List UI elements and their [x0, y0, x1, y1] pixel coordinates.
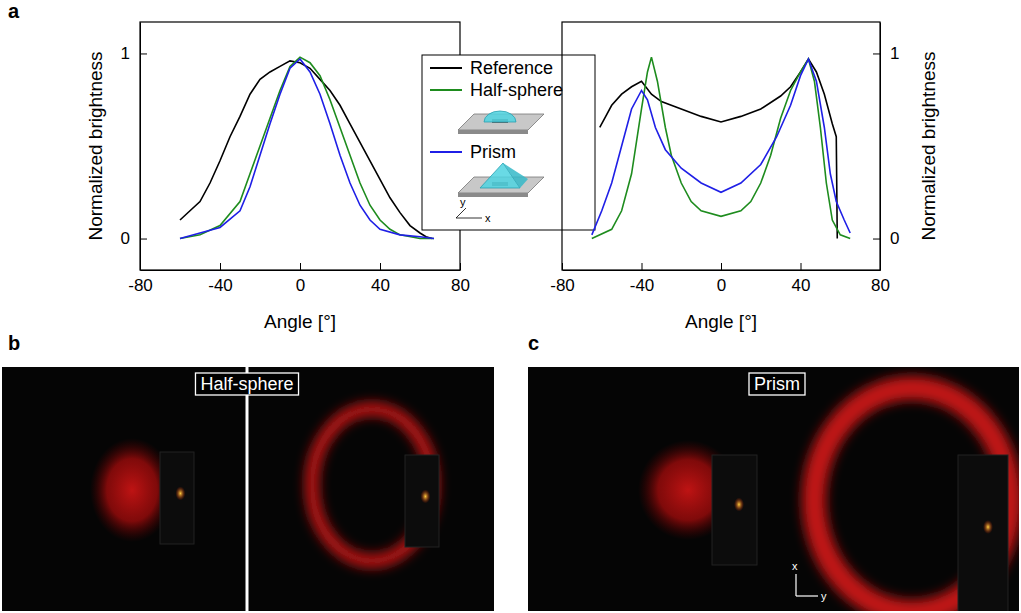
- photo-b: Half-sphere: [2, 367, 494, 611]
- x-axis-title: Angle [°]: [264, 311, 336, 332]
- photo-background: [528, 367, 1019, 611]
- figure: abc-80-400408001Angle [°]Normalized brig…: [0, 0, 1021, 613]
- legend-label: Prism: [470, 142, 516, 162]
- photo-b-content: [2, 367, 494, 611]
- image-title-box: [195, 373, 298, 395]
- plot-frame: [140, 22, 460, 270]
- legend-label: Half-sphere: [470, 80, 563, 100]
- y-tick: 1: [873, 44, 899, 63]
- camera-glow: [420, 489, 430, 503]
- chart: -80-400408001Angle [°]Normalized brightn…: [550, 22, 939, 332]
- legend-swatch: [430, 89, 462, 91]
- chart: -80-400408001Angle [°]Normalized brightn…: [85, 22, 470, 332]
- x-tick: -40: [208, 263, 233, 295]
- x-tick-label: 80: [871, 276, 890, 295]
- series-group: [592, 57, 850, 238]
- x-tick: 40: [792, 263, 811, 295]
- y-tick-mark: [873, 239, 880, 240]
- legend-box: [422, 55, 595, 230]
- plot-frame: [562, 22, 880, 270]
- legend-swatch: [430, 151, 462, 153]
- x-axis: -80 -40 0 40 80: [128, 263, 470, 295]
- y-tick: 1: [121, 44, 147, 63]
- x-tick-label: 80: [451, 276, 470, 295]
- x-tick-mark: [380, 263, 381, 270]
- x-axis-title: Angle [°]: [685, 311, 757, 332]
- x-tick: 40: [371, 263, 390, 295]
- legend-axis-label: y: [460, 196, 466, 208]
- photo-c-content: [528, 367, 1019, 611]
- series-line: [180, 59, 434, 239]
- panel-letter: a: [8, 0, 20, 22]
- image-axis: [795, 574, 796, 596]
- x-tick-label: -80: [550, 276, 575, 295]
- legend-axis: [456, 208, 466, 218]
- series-group: [180, 57, 434, 238]
- image-axis-label: y: [821, 590, 827, 602]
- y-tick-label: 0: [890, 229, 899, 248]
- y-axis-title: Normalized brightness: [85, 51, 106, 240]
- y-tick: 0: [121, 229, 147, 248]
- legend: ReferenceHalf-sphere Prism y x: [422, 55, 595, 230]
- x-tick-mark: [721, 263, 722, 270]
- photo-background: [2, 367, 494, 611]
- y-tick-mark: [140, 239, 147, 240]
- series-line: [592, 59, 850, 235]
- x-tick-mark: [220, 263, 221, 270]
- x-axis: -80 -40 0 40 80: [550, 263, 890, 295]
- camera-glow: [175, 486, 185, 500]
- x-tick-mark: [300, 263, 301, 270]
- panel-letter: c: [528, 332, 539, 354]
- photo-c: Prism x y: [528, 367, 1019, 613]
- y-tick-label: 1: [121, 44, 130, 63]
- y-tick-label: 0: [121, 229, 130, 248]
- divider: [246, 367, 249, 611]
- x-tick-label: 40: [371, 276, 390, 295]
- legend-axis: [456, 218, 482, 219]
- camera: [712, 455, 757, 565]
- series-line: [180, 57, 434, 238]
- camera-glow: [983, 520, 993, 534]
- y-axis: 01: [873, 23, 899, 271]
- camera: [958, 455, 1008, 611]
- legend-icon-slab-edge: [458, 130, 528, 134]
- panel-letter: b: [8, 332, 20, 354]
- legend-axis-label: x: [485, 212, 491, 224]
- y-axis-title: Normalized brightness: [918, 51, 939, 240]
- legend-icon-slab-edge: [458, 193, 528, 197]
- y-tick-mark: [140, 53, 147, 54]
- y-tick: 0: [873, 229, 899, 248]
- y-tick-mark: [873, 53, 880, 54]
- legend-label: Reference: [470, 58, 553, 78]
- series-line: [180, 61, 432, 239]
- y-tick-label: 1: [890, 44, 899, 63]
- series-line: [592, 57, 850, 238]
- x-tick-label: -40: [630, 276, 655, 295]
- x-tick-label: -40: [208, 276, 233, 295]
- x-tick-label: -80: [128, 276, 153, 295]
- x-tick: 0: [296, 263, 305, 295]
- x-tick-label: 40: [792, 276, 811, 295]
- x-tick-label: 0: [717, 276, 726, 295]
- x-tick-mark: [642, 263, 643, 270]
- x-tick-label: 0: [296, 276, 305, 295]
- image-title: Prism: [754, 374, 800, 394]
- image-axis: [796, 595, 818, 596]
- y-axis: 01: [121, 23, 147, 271]
- camera: [405, 455, 439, 547]
- x-tick: -40: [630, 263, 655, 295]
- image-title-box: [749, 373, 805, 395]
- camera: [160, 452, 194, 544]
- x-tick-mark: [801, 263, 802, 270]
- legend-icon-pyramid-side: [503, 163, 528, 188]
- legend-swatch: [430, 67, 462, 69]
- legend-icon-dome: [484, 111, 516, 122]
- image-axis-label: x: [792, 560, 798, 572]
- x-tick: 0: [717, 263, 726, 295]
- camera-glow: [734, 498, 744, 512]
- image-title: Half-sphere: [200, 374, 293, 394]
